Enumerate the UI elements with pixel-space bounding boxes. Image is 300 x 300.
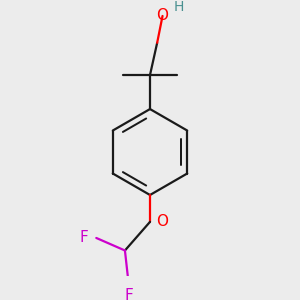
Text: H: H (173, 0, 184, 14)
Text: O: O (157, 214, 169, 229)
Text: O: O (157, 8, 169, 23)
Text: F: F (80, 230, 88, 245)
Text: F: F (124, 288, 133, 300)
